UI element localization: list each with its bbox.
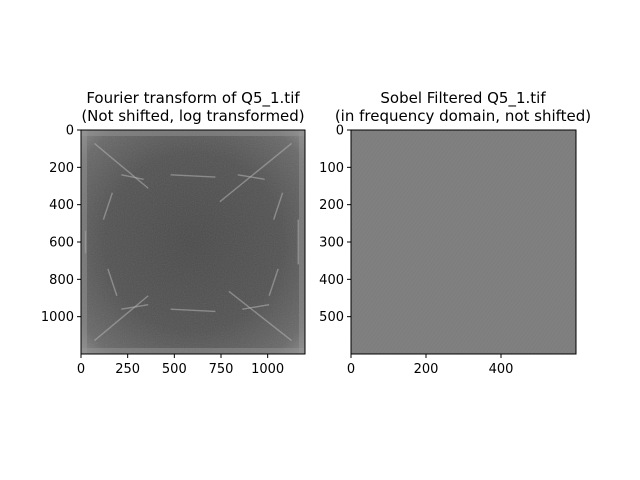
- fft-edge-strip: [81, 130, 87, 354]
- sobel-y-tick-label: 100: [319, 161, 344, 176]
- fft-streak: [170, 308, 216, 313]
- fft-noise-overlay: [81, 130, 305, 354]
- sobel-y-tick-label: 300: [319, 236, 344, 251]
- sobel-x-tick-label: 400: [489, 362, 514, 377]
- fft-edge-strip: [81, 348, 305, 354]
- fft-streaks: [81, 130, 305, 354]
- fft-x-tick-label: 500: [162, 362, 187, 377]
- sobel-title-line1: Sobel Filtered Q5_1.tif: [380, 89, 546, 108]
- fft-streak: [121, 174, 144, 180]
- fft-x-ticks: 0 250 500 750 1000: [77, 354, 284, 377]
- sobel-x-tick-label: 0: [347, 362, 355, 377]
- fft-y-tick-label: 800: [49, 273, 74, 288]
- fft-streak: [219, 142, 293, 203]
- sobel-y-ticks: 0 100 200 300 400 500: [319, 124, 351, 325]
- fft-streak: [170, 174, 216, 178]
- fft-title-line2: (Not shifted, log transformed): [81, 107, 304, 125]
- fft-streak: [268, 268, 279, 296]
- fft-y-tick-label: 200: [49, 161, 74, 176]
- fft-y-ticks: 0 200 400 600 800 1000: [41, 124, 81, 325]
- sobel-y-tick-label: 500: [319, 310, 344, 325]
- fft-x-tick-label: 0: [77, 362, 85, 377]
- fft-panel: Fourier transform of Q5_1.tif (Not shift…: [41, 89, 306, 377]
- fft-image: [81, 130, 305, 354]
- sobel-y-tick-label: 400: [319, 273, 344, 288]
- fft-streak: [272, 192, 284, 220]
- fft-y-tick-label: 600: [49, 236, 74, 251]
- sobel-y-tick-label: 200: [319, 198, 344, 213]
- fft-edge-strip: [81, 130, 305, 136]
- fft-streak: [93, 295, 149, 342]
- fft-streak: [237, 174, 265, 180]
- fft-streak: [228, 290, 292, 342]
- sobel-image: [351, 130, 576, 354]
- sobel-title-line2: (in frequency domain, not shifted): [335, 107, 591, 125]
- fft-y-tick-label: 0: [66, 124, 74, 139]
- fft-streak: [107, 268, 118, 296]
- fft-streak: [102, 192, 114, 220]
- fft-title-line1: Fourier transform of Q5_1.tif: [86, 89, 300, 108]
- fft-streak: [121, 304, 149, 310]
- fft-y-tick-label: 1000: [41, 310, 74, 325]
- sobel-y-tick-label: 0: [336, 124, 344, 139]
- fft-edge-strip: [299, 130, 305, 354]
- fft-streak: [242, 304, 270, 310]
- sobel-texture-overlay: [351, 130, 576, 354]
- sobel-panel: Sobel Filtered Q5_1.tif (in frequency do…: [319, 89, 591, 377]
- fft-streak: [93, 142, 149, 189]
- fft-y-tick-label: 400: [49, 198, 74, 213]
- sobel-x-ticks: 0 200 400: [347, 354, 514, 377]
- fft-x-tick-label: 750: [209, 362, 234, 377]
- fft-x-tick-label: 1000: [251, 362, 284, 377]
- sobel-x-tick-label: 200: [414, 362, 439, 377]
- fft-x-tick-label: 250: [115, 362, 140, 377]
